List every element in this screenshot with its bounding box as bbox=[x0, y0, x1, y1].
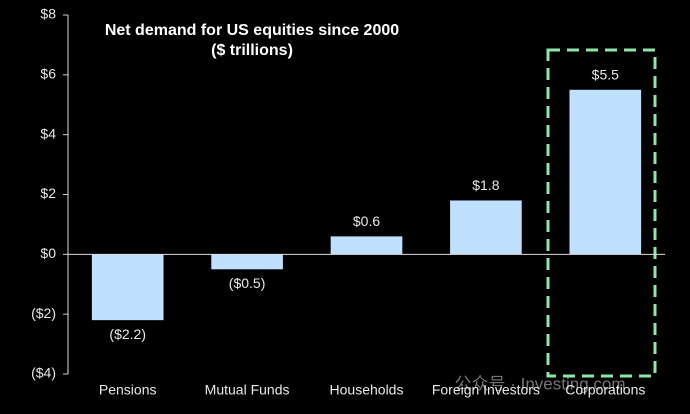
x-tick-label: Pensions bbox=[99, 382, 157, 398]
x-tick-label: Corporations bbox=[565, 382, 645, 398]
x-tick-label: Households bbox=[330, 382, 404, 398]
watermark: 公众号 · Investing.com bbox=[455, 374, 626, 393]
bar bbox=[211, 254, 283, 270]
chart-title: Net demand for US equities since 2000 bbox=[105, 22, 399, 39]
bar bbox=[450, 200, 522, 255]
data-label: $5.5 bbox=[592, 66, 619, 82]
x-tick-label: Foreign Investors bbox=[432, 382, 540, 398]
bar bbox=[91, 254, 164, 321]
bar bbox=[330, 236, 403, 255]
y-tick-label: ($4) bbox=[31, 365, 56, 381]
y-tick-label: $8 bbox=[40, 6, 56, 22]
y-tick-label: $6 bbox=[40, 66, 56, 82]
bar bbox=[569, 89, 642, 255]
x-tick-label: Mutual Funds bbox=[205, 382, 290, 398]
data-label: $1.8 bbox=[472, 177, 499, 193]
y-tick-label: ($2) bbox=[31, 305, 56, 321]
data-label: ($0.5) bbox=[229, 275, 266, 291]
highlight-box bbox=[546, 48, 657, 378]
chart-subtitle: ($ trillions) bbox=[211, 42, 293, 59]
data-label: ($2.2) bbox=[109, 326, 146, 342]
y-tick-label: $4 bbox=[40, 125, 56, 141]
y-tick-label: $0 bbox=[40, 245, 56, 261]
data-label: $0.6 bbox=[353, 213, 380, 229]
y-tick-label: $2 bbox=[40, 185, 56, 201]
